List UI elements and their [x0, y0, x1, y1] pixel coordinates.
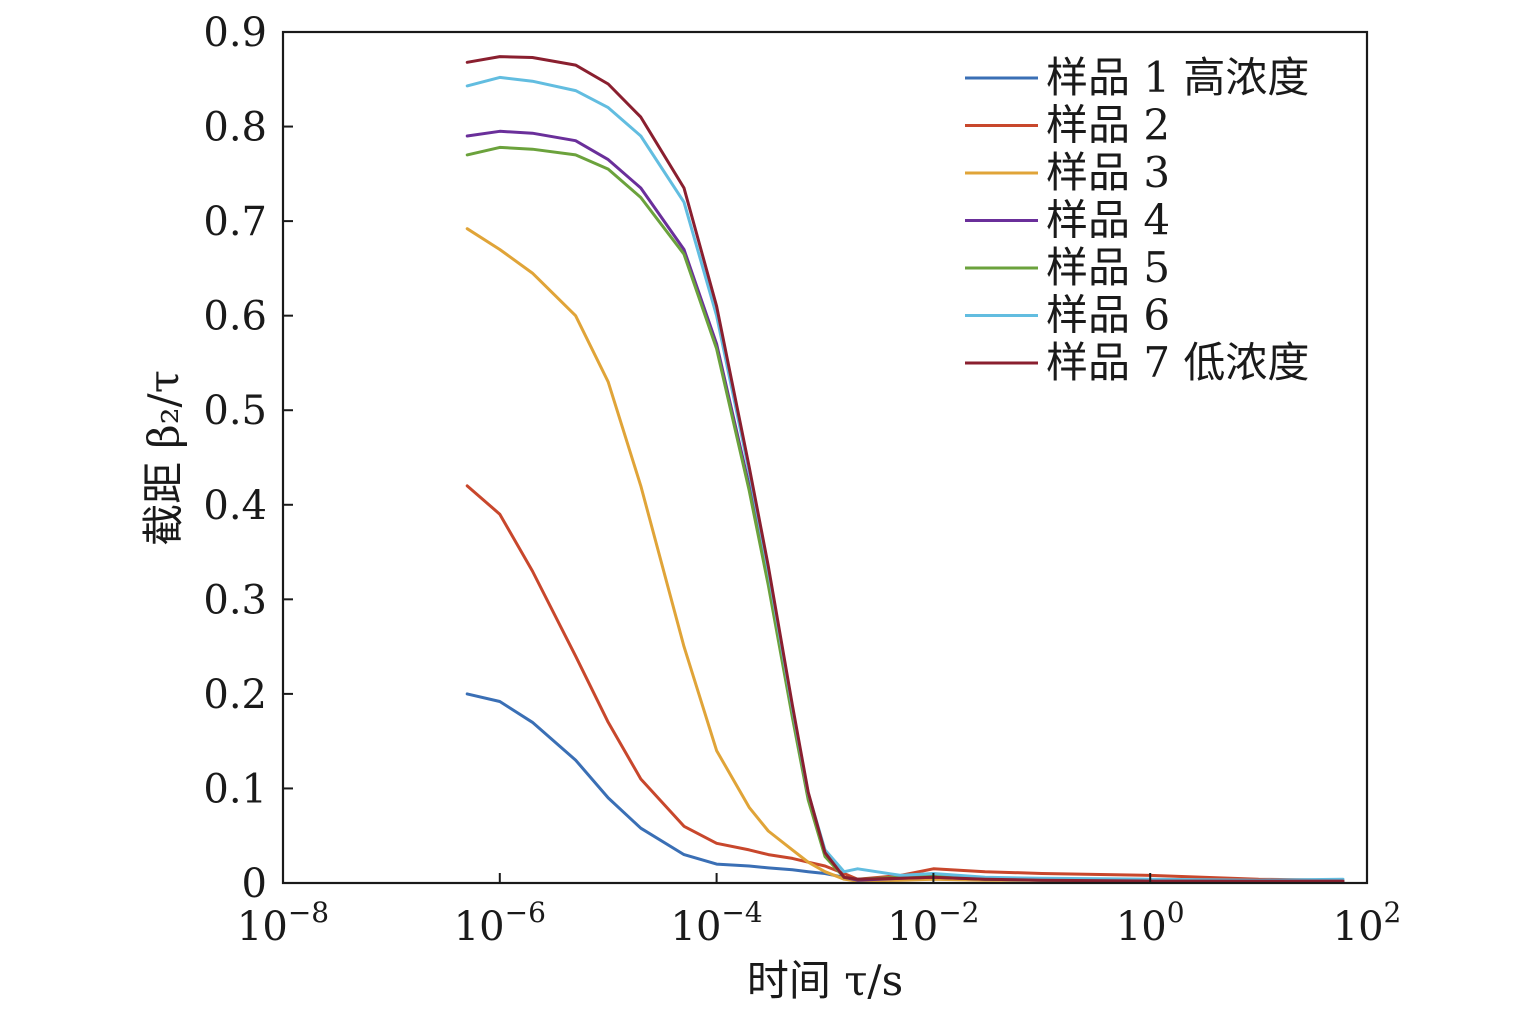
series-line-5	[465, 145, 1345, 883]
legend-label-5: 样品 5	[1046, 243, 1170, 292]
legend-label-3: 样品 3	[1046, 148, 1170, 197]
legend-label-4: 样品 4	[1046, 196, 1170, 245]
plot-frame	[281, 30, 1369, 885]
x-tick-label: 10−6	[454, 896, 546, 950]
legend-label-1: 样品 1 高浓度	[1046, 53, 1309, 102]
legend-label-2: 样品 2	[1046, 101, 1170, 150]
y-tick-label: 0.9	[203, 10, 267, 56]
y-tick-label: 0.2	[203, 672, 267, 718]
legend-label-6: 样品 6	[1046, 291, 1170, 340]
series-line-3	[465, 227, 1345, 883]
y-tick-label: 0.1	[203, 766, 267, 812]
y-tick-label: 0	[242, 861, 267, 907]
y-tick-label: 0.7	[203, 199, 267, 245]
series-line-7	[465, 55, 1345, 883]
series-line-1	[465, 692, 1345, 883]
series-line-2	[465, 484, 1345, 882]
y-tick-label: 0.5	[203, 388, 267, 434]
y-tick-label: 0.8	[203, 105, 267, 151]
series-line-4	[465, 129, 1345, 883]
x-axis-title: 时间 τ/s	[747, 956, 903, 1005]
legend-label-7: 样品 7 低浓度	[1046, 338, 1309, 387]
x-tick-label: 10−4	[671, 896, 763, 950]
y-tick-label: 0.4	[203, 483, 267, 529]
y-tick-label: 0.6	[203, 294, 267, 340]
x-tick-label: 102	[1333, 896, 1402, 950]
y-tick-label: 0.3	[203, 577, 267, 623]
x-tick-label: 10−2	[887, 896, 979, 950]
y-axis-title: 截距 β₂/τ	[139, 370, 188, 546]
axis-layer: 0 0.1 0.2 0.3 0.4 0.5 0.6 0.7 0.8 0.9 10−8 10−6 10−4…	[203, 10, 1401, 950]
x-tick-label: 100	[1116, 896, 1185, 950]
series-line-6	[465, 75, 1345, 882]
series-layer	[465, 55, 1345, 883]
x-tick-label: 10−8	[237, 896, 329, 950]
